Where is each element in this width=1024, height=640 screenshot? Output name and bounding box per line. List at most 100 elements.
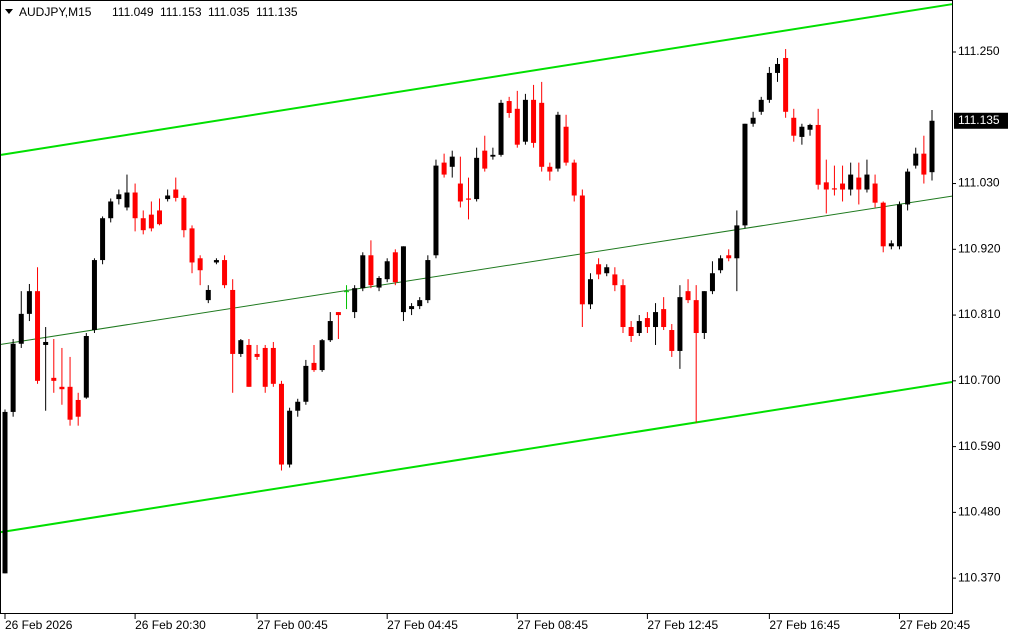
candle-body [457, 183, 463, 202]
candle-body [848, 174, 854, 190]
plot-area [0, 3, 953, 574]
x-tick-label: 26 Feb 20:30 [135, 618, 206, 632]
candle-body [677, 297, 683, 351]
candle-body [823, 182, 829, 190]
x-tick-label: 27 Feb 12:45 [647, 618, 718, 632]
candle-body [376, 278, 382, 288]
candle-body [449, 156, 455, 167]
candle-body [384, 261, 390, 280]
y-tick-label: 110.480 [958, 505, 1001, 519]
last-price-label: 111.135 [958, 113, 1000, 127]
candle-body [685, 291, 691, 301]
x-tick-label: 27 Feb 20:45 [899, 618, 970, 632]
candle-body [783, 57, 789, 112]
candle-body [587, 279, 593, 305]
candle-body [750, 117, 756, 124]
candle-body [425, 260, 431, 301]
y-tick-label: 110.590 [958, 439, 1001, 453]
header-price: 111.049 [112, 5, 154, 19]
candle-body [262, 347, 268, 387]
candle-body [929, 120, 935, 173]
candle-body [888, 243, 894, 247]
candle-body [864, 174, 870, 190]
candle-body [181, 197, 187, 231]
candle-body [514, 108, 520, 145]
candle-body [213, 260, 219, 263]
x-tick-label: 27 Feb 00:45 [257, 618, 328, 632]
candle-body [327, 321, 333, 341]
candle-body [636, 321, 642, 334]
candle-body [661, 309, 667, 328]
candle-body [75, 399, 81, 417]
candle-body [482, 150, 488, 169]
candle-body [921, 153, 927, 175]
candle-body [83, 335, 89, 398]
candle-body [766, 72, 772, 100]
candle-body [644, 318, 650, 328]
candle-body [831, 188, 837, 190]
candle-body [2, 411, 8, 574]
x-tick-label: 27 Feb 08:45 [517, 618, 588, 632]
candle-body [91, 260, 97, 331]
candle-body [547, 166, 553, 172]
candle-body [522, 99, 528, 142]
candle-body [555, 114, 561, 169]
candle-body [571, 162, 577, 196]
candle-body [173, 189, 179, 198]
candle-body [230, 289, 236, 354]
candle-body [35, 291, 41, 381]
candle-body [490, 154, 496, 157]
candle-body [344, 291, 350, 293]
candle-body [799, 126, 805, 137]
candle-body [51, 377, 57, 381]
candle-body [718, 258, 724, 271]
candle-body [335, 312, 341, 316]
candle-body [726, 255, 732, 259]
candle-body [775, 63, 780, 73]
candle-body [26, 291, 32, 314]
header-price: 111.135 [256, 5, 298, 19]
candle-body [43, 341, 49, 345]
symbol-menu-arrow[interactable] [5, 9, 13, 14]
candle-body [840, 183, 846, 190]
candle-body [693, 300, 699, 334]
candle-body [165, 195, 171, 200]
candle-body [319, 340, 325, 371]
candle-body [758, 99, 764, 112]
candle-body [734, 225, 740, 259]
header-price: 111.035 [208, 5, 250, 19]
candle-body [474, 157, 480, 200]
candle-body [132, 192, 138, 219]
candle-body [709, 273, 715, 292]
candle-body [531, 99, 537, 143]
y-tick-label: 110.920 [958, 241, 1001, 255]
candle-body [303, 365, 309, 402]
candle-body [628, 327, 634, 336]
candle-body [59, 386, 65, 390]
candle-body [116, 194, 122, 200]
y-tick-label: 111.030 [958, 176, 1000, 190]
candle-body [815, 124, 821, 185]
y-tick-label: 110.810 [958, 307, 1001, 321]
candle-body [856, 177, 862, 190]
candle-body [506, 101, 512, 113]
x-tick-label: 26 Feb 2026 [5, 618, 73, 632]
candle-body [579, 195, 585, 305]
candle-body [295, 401, 301, 411]
candle-body [896, 204, 902, 247]
candle-body [596, 264, 602, 275]
candle-body [604, 267, 610, 274]
candle-body [124, 192, 130, 208]
plot-frame [0, 0, 953, 614]
candle-body [270, 347, 276, 384]
candle-body [807, 124, 813, 130]
candle-body [189, 228, 195, 263]
y-tick-label: 110.700 [958, 373, 1001, 387]
candle-body [10, 343, 16, 412]
candle-body [238, 340, 244, 354]
candle-body [100, 218, 106, 261]
candle-body [612, 274, 618, 286]
header-price: 111.153 [160, 5, 202, 19]
